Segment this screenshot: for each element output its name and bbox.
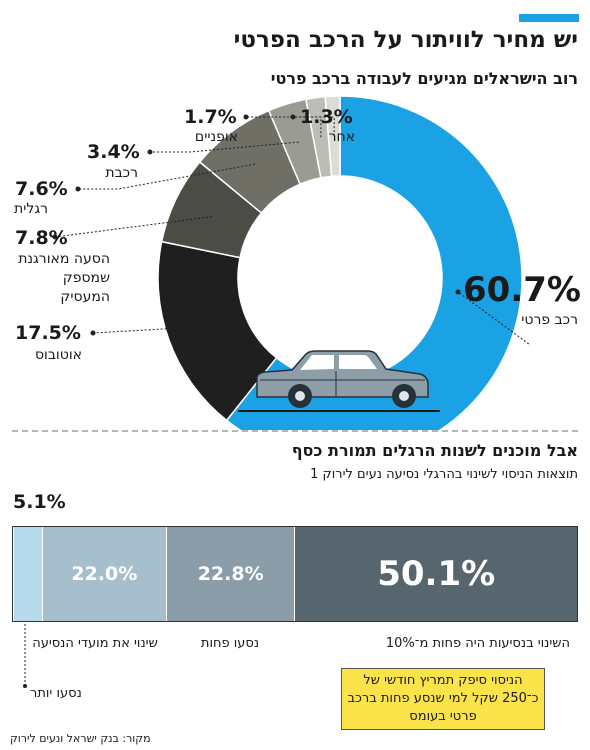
bus-label: אוטובוס	[34, 347, 82, 363]
page-title: יש מחיר לוויתור על הרכב הפרטי	[233, 27, 578, 53]
bar-times-value: 22.0%	[71, 563, 138, 585]
leader-dot-5	[243, 114, 249, 120]
bar-segment-fewer: 22.8%	[165, 527, 295, 621]
employer-shuttle-pct: 7.8%	[15, 227, 68, 249]
employer-shuttle-label: הסעה מאורגנת שמספק המעסיק	[18, 251, 110, 305]
bar-segment-less: 50.1%	[294, 527, 577, 621]
accent-bar	[519, 14, 579, 22]
donut-slice-6	[324, 95, 341, 178]
bar-more-pct: 5.1%	[13, 491, 66, 513]
leader-dot-1	[90, 330, 96, 336]
bicycle-label: אופניים	[194, 129, 238, 145]
leader-line-0	[457, 291, 530, 345]
section2-title: אבל מוכנים לשנות הרגלים תמורת כסף	[291, 441, 578, 460]
bar-less-label: השינוי בנסיעות היה פחות מ־10%	[385, 636, 570, 651]
other-pct: 1.3%	[300, 106, 353, 128]
private-car-pct: 60.7%	[463, 270, 581, 310]
leader-dot-3	[75, 186, 81, 192]
leader-lines	[52, 114, 530, 345]
bar-segment-times: 22.0%	[41, 527, 166, 621]
bar-segment-more	[13, 527, 42, 621]
private-car-label: רכב פרטי	[521, 312, 578, 328]
leader-line-4	[150, 141, 299, 153]
car-icon	[238, 350, 440, 412]
section-divider	[12, 430, 578, 432]
bicycle-pct: 1.7%	[184, 106, 237, 128]
bar-fewer-value: 22.8%	[197, 563, 264, 585]
train-label: רכבת	[105, 165, 138, 181]
leader-line-1	[92, 326, 207, 334]
bar-more-label: נסעו יותר	[30, 686, 82, 701]
bar-more-leader	[23, 624, 27, 688]
section2-subtitle: תוצאות הניסוי לשינוי בהרגלי נסיעה נעים ל…	[310, 467, 578, 482]
donut-subtitle: רוב הישראלים מגיעים לעבודה ברכב פרטי	[270, 69, 578, 88]
leader-dot-0	[455, 289, 461, 295]
donut-slice-0	[225, 95, 523, 430]
leader-line-3	[78, 163, 256, 190]
bar-times-label: שינוי את מועדי הנסיעה	[32, 636, 158, 651]
bar-fewer-label: נסעו פחות	[200, 636, 260, 651]
stacked-bar: 22.0% 22.8% 50.1%	[12, 526, 578, 622]
donut-chart	[52, 95, 530, 430]
walking-label: רגלית	[14, 201, 48, 217]
incentive-callout: הניסוי סיפק תמריץ חודשי של כ־250 שקל למי…	[341, 668, 545, 730]
leader-dot-6	[290, 114, 296, 120]
source-note: מקור: בנק ישראל ונעים לירוק	[10, 732, 151, 745]
other-label: אחר	[328, 129, 355, 145]
leader-dot-2	[52, 234, 58, 240]
train-pct: 3.4%	[87, 141, 140, 163]
bus-pct: 17.5%	[15, 322, 81, 344]
leader-dot-4	[147, 149, 153, 155]
bar-less-value: 50.1%	[377, 554, 496, 594]
walking-pct: 7.6%	[15, 178, 68, 200]
